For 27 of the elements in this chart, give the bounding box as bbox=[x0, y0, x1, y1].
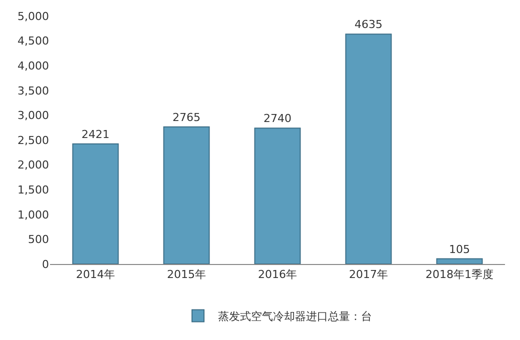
y-tick-label: 1,000 bbox=[18, 208, 49, 222]
y-tick-label: 4,500 bbox=[18, 34, 49, 48]
y-tick-label: 500 bbox=[28, 233, 49, 246]
y-tick-label: 2,000 bbox=[18, 158, 49, 172]
x-tick-label: 2014年 bbox=[76, 268, 115, 282]
data-label: 2765 bbox=[172, 110, 200, 124]
data-label: 2421 bbox=[82, 128, 110, 141]
x-tick-label: 2015年 bbox=[167, 268, 206, 282]
data-label: 105 bbox=[449, 242, 470, 256]
bar bbox=[254, 128, 301, 264]
bar bbox=[345, 34, 392, 264]
y-tick-label: 0 bbox=[42, 258, 49, 271]
data-label: 2740 bbox=[264, 112, 292, 126]
x-tick-label: 2017年 bbox=[349, 268, 388, 282]
legend-label: 蒸发式空气冷却器进口总量：台 bbox=[218, 310, 372, 323]
bar bbox=[72, 143, 119, 264]
x-tick-label: 2016年 bbox=[258, 268, 297, 282]
y-tick-label: 3,000 bbox=[18, 109, 49, 122]
y-tick-label: 2,500 bbox=[18, 134, 49, 147]
bar bbox=[163, 126, 210, 264]
bar bbox=[436, 258, 483, 264]
y-tick-label: 3,500 bbox=[18, 84, 49, 98]
y-tick-label: 5,000 bbox=[18, 10, 49, 23]
y-tick-label: 4,000 bbox=[18, 59, 49, 72]
x-tick-label: 2018年1季度 bbox=[426, 268, 494, 282]
data-label: 4635 bbox=[354, 18, 382, 32]
y-tick-label: 1,500 bbox=[18, 183, 49, 196]
